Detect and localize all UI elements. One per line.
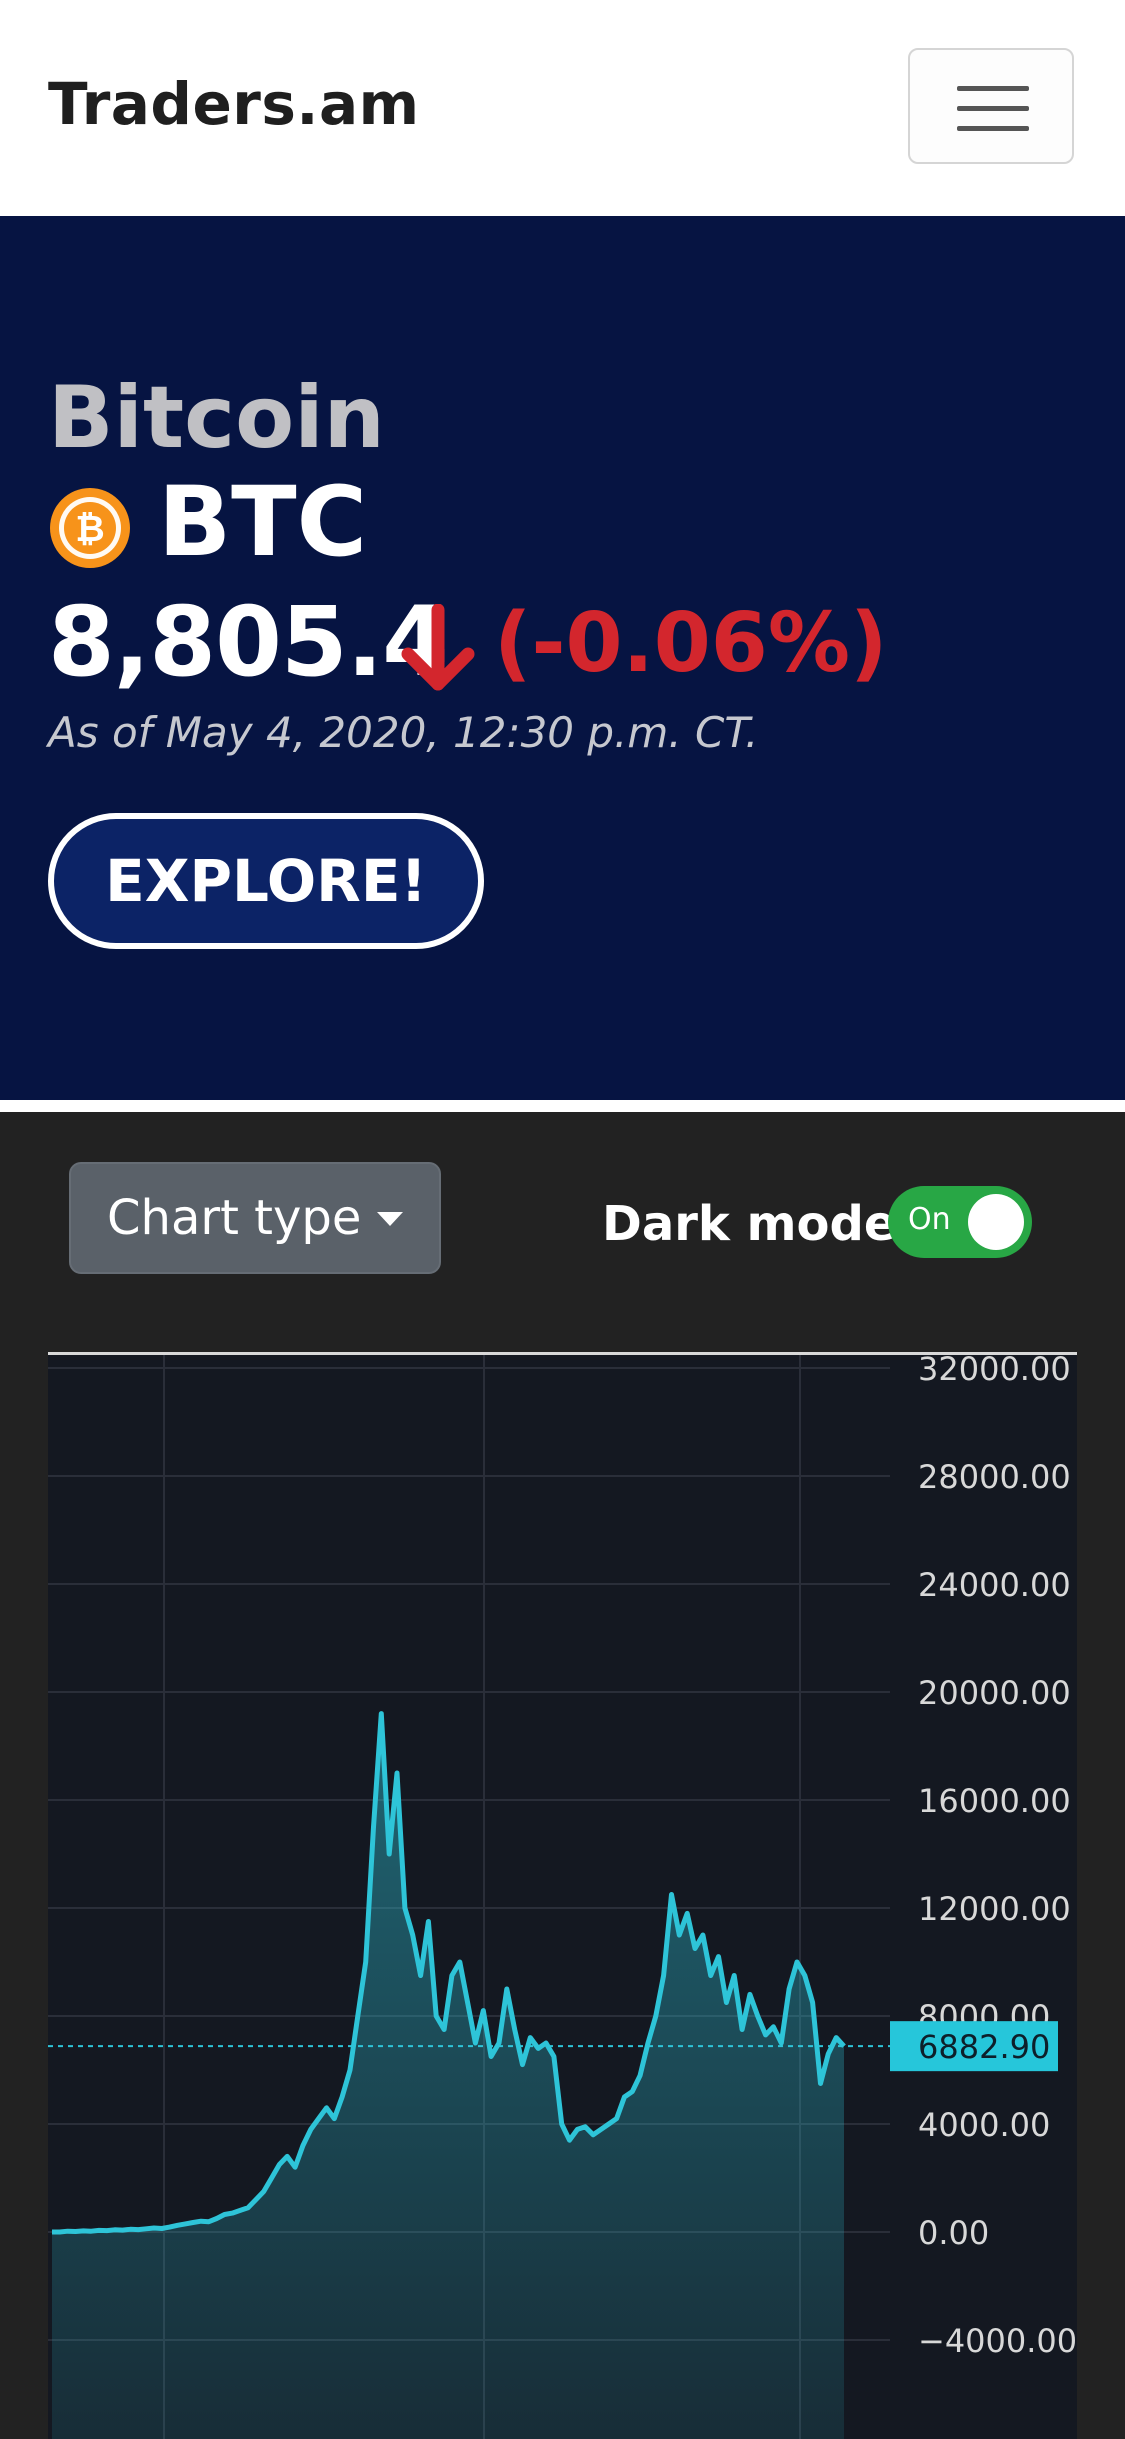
price-change-percent: (-0.06%) (494, 596, 888, 691)
hamburger-menu-icon-bar (957, 106, 1029, 111)
y-tick-label: 28000.00 (918, 1458, 1071, 1496)
dark-mode-toggle[interactable]: On (888, 1186, 1032, 1258)
bitcoin-icon: ₿ (50, 488, 130, 568)
hero-section: Bitcoin ₿ BTC 8,805.4 (-0.06%) As of May… (0, 216, 1125, 1100)
y-tick-label: 12000.00 (918, 1890, 1071, 1928)
y-tick-label: 24000.00 (918, 1566, 1071, 1604)
brand-logo[interactable]: Traders.am (48, 70, 420, 138)
price-chart[interactable]: 32000.00 28000.00 24000.00 20000.00 16000.00… (48, 1352, 1077, 2439)
navbar: Traders.am (0, 0, 1125, 216)
y-tick-label: 0.00 (918, 2214, 989, 2252)
asset-name: Bitcoin (48, 368, 385, 468)
price-timestamp: As of May 4, 2020, 12:30 p.m. CT. (48, 708, 759, 757)
hamburger-menu-icon (957, 86, 1029, 91)
y-tick-label: 20000.00 (918, 1674, 1071, 1712)
dark-mode-label: Dark mode (602, 1196, 897, 1252)
chart-section: Chart type Dark mode On 32000.00 28000.00… (0, 1112, 1125, 2439)
price-chart-svg[interactable]: 32000.00 28000.00 24000.00 20000.00 16000.00… (48, 1355, 1077, 2439)
arrow-down-icon (401, 604, 475, 691)
last-price-label-bg (890, 2021, 1058, 2072)
svg-text:₿: ₿ (75, 509, 104, 550)
caret-down-icon (377, 1212, 403, 1226)
price-line (52, 1711, 846, 2235)
last-price-label: 6882.90 (918, 2028, 1050, 2066)
explore-button[interactable]: EXPLORE! (48, 813, 484, 949)
price-area-fill (52, 1713, 844, 2439)
toggle-state-text: On (908, 1202, 951, 1237)
asset-ticker: BTC (158, 466, 368, 578)
section-divider (0, 1100, 1125, 1112)
menu-toggle-button[interactable] (908, 48, 1074, 164)
chart-type-dropdown[interactable]: Chart type (69, 1162, 441, 1274)
y-tick-label: −4000.00 (918, 2322, 1077, 2360)
hamburger-menu-icon-bar (957, 126, 1029, 131)
chart-type-label: Chart type (107, 1190, 362, 1246)
asset-price: 8,805.4 (48, 586, 449, 698)
toggle-knob (968, 1194, 1024, 1250)
y-tick-label: 16000.00 (918, 1782, 1071, 1820)
y-tick-label: 32000.00 (918, 1355, 1071, 1388)
y-tick-label: 4000.00 (918, 2106, 1050, 2144)
